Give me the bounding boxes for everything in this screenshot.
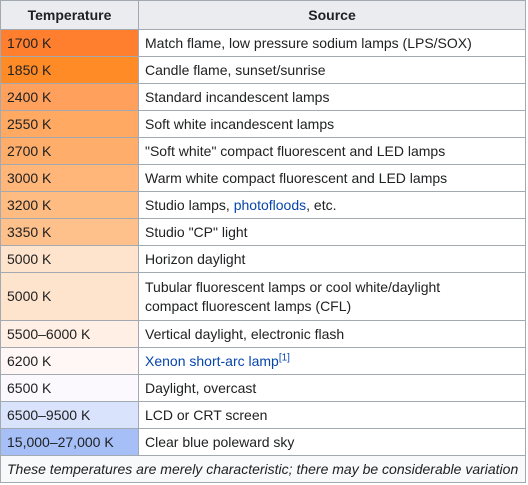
temperature-cell: 6200 K (0, 347, 139, 375)
temperature-cell: 3350 K (0, 218, 139, 246)
source-cell: Studio lamps, photofloods, etc. (138, 191, 526, 219)
source-cell: LCD or CRT screen (138, 401, 526, 429)
temperature-cell: 5000 K (0, 272, 139, 321)
temperature-cell: 2700 K (0, 137, 139, 165)
temperature-cell: 5000 K (0, 245, 139, 273)
source-cell: Daylight, overcast (138, 374, 526, 402)
table-row: 6500–9500 K LCD or CRT screen (0, 401, 526, 429)
source-cell: Xenon short-arc lamp[1] (138, 347, 526, 375)
source-text-line1: Tubular fluorescent lamps or cool white/… (145, 278, 441, 295)
footnote: These temperatures are merely characteri… (0, 455, 526, 483)
temperature-cell: 5500–6000 K (0, 320, 139, 348)
temperature-cell: 2550 K (0, 110, 139, 138)
xenon-arc-lamp-link[interactable]: Xenon short-arc lamp (145, 352, 279, 369)
source-cell: Vertical daylight, electronic flash (138, 320, 526, 348)
source-cell: Horizon daylight (138, 245, 526, 273)
source-cell: "Soft white" compact fluorescent and LED… (138, 137, 526, 165)
temperature-cell: 3000 K (0, 164, 139, 192)
table-row: 3200 K Studio lamps, photofloods, etc. (0, 191, 526, 219)
table-row: 5000 K Tubular fluorescent lamps or cool… (0, 272, 526, 321)
source-cell: Tubular fluorescent lamps or cool white/… (138, 272, 526, 321)
source-cell: Candle flame, sunset/sunrise (138, 56, 526, 84)
footnote-row: These temperatures are merely characteri… (0, 455, 526, 483)
source-cell: Warm white compact fluorescent and LED l… (138, 164, 526, 192)
table-row: 1700 K Match flame, low pressure sodium … (0, 29, 526, 57)
table-row: 1850 K Candle flame, sunset/sunrise (0, 56, 526, 84)
table-row: 2700 K "Soft white" compact fluorescent … (0, 137, 526, 165)
source-cell: Standard incandescent lamps (138, 83, 526, 111)
temperature-cell: 3200 K (0, 191, 139, 219)
reference-link[interactable]: [1] (278, 351, 290, 363)
table-row: 2550 K Soft white incandescent lamps (0, 110, 526, 138)
temperature-cell: 15,000–27,000 K (0, 428, 139, 456)
table-row: 3000 K Warm white compact fluorescent an… (0, 164, 526, 192)
source-cell: Clear blue poleward sky (138, 428, 526, 456)
source-text: Studio lamps, (145, 196, 234, 213)
table-row: 6500 K Daylight, overcast (0, 374, 526, 402)
temperature-cell: 2400 K (0, 83, 139, 111)
temperature-cell: 6500–9500 K (0, 401, 139, 429)
photofloods-link[interactable]: photofloods (233, 196, 307, 213)
table-row: 2400 K Standard incandescent lamps (0, 83, 526, 111)
source-cell: Soft white incandescent lamps (138, 110, 526, 138)
temperature-cell: 1700 K (0, 29, 139, 57)
table-row: 15,000–27,000 K Clear blue poleward sky (0, 428, 526, 456)
source-text-line2: compact fluorescent lamps (CFL) (145, 297, 352, 314)
temperature-cell: 6500 K (0, 374, 139, 402)
table-row: 5500–6000 K Vertical daylight, electroni… (0, 320, 526, 348)
source-cell: Studio "CP" light (138, 218, 526, 246)
source-text: , etc. (306, 196, 337, 213)
table-row: 6200 K Xenon short-arc lamp[1] (0, 347, 526, 375)
table-row: 3350 K Studio "CP" light (0, 218, 526, 246)
header-temperature: Temperature (0, 0, 139, 30)
source-cell: Match flame, low pressure sodium lamps (… (138, 29, 526, 57)
header-row: Temperature Source (0, 0, 526, 30)
temperature-cell: 1850 K (0, 56, 139, 84)
header-source: Source (138, 0, 526, 30)
table-row: 5000 K Horizon daylight (0, 245, 526, 273)
